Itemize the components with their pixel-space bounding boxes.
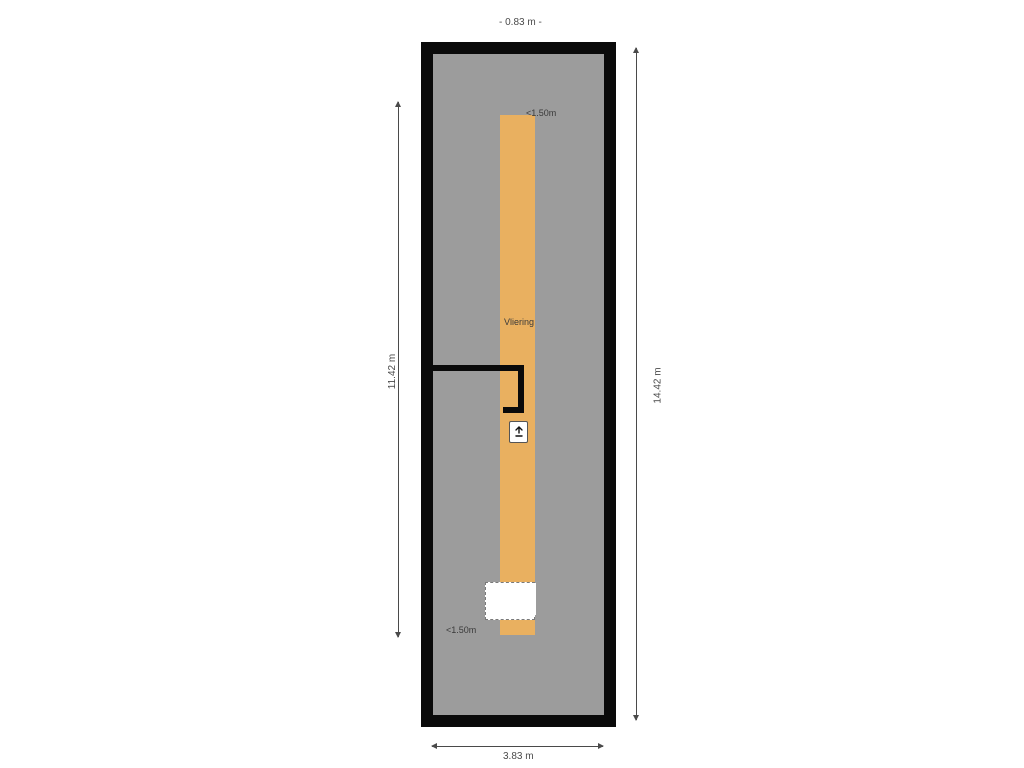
floor-hatch-lid [504,583,536,615]
dimension-bottom-line [432,746,603,747]
floor-hatch [485,582,535,620]
partition-wall [503,407,524,413]
floorplan-stage: - 0.83 m - 3.83 m 11.42 m 14.42 m Vlieri… [0,0,1024,768]
dimension-right-label: 14.42 m [653,367,664,403]
partition-wall [518,365,524,413]
dimension-right-line [636,48,637,720]
dimension-left-label: 11.42 m [387,354,398,389]
dimension-bottom-label: 3.83 m [503,751,534,762]
room-name-label: Vliering [504,317,534,327]
ceiling-height-label: <1.50m [446,625,476,635]
dimension-top-label: - 0.83 m - [499,17,542,28]
partition-wall [424,365,524,371]
stairs-icon [509,421,528,443]
ceiling-height-label: <1.50m [526,108,556,118]
